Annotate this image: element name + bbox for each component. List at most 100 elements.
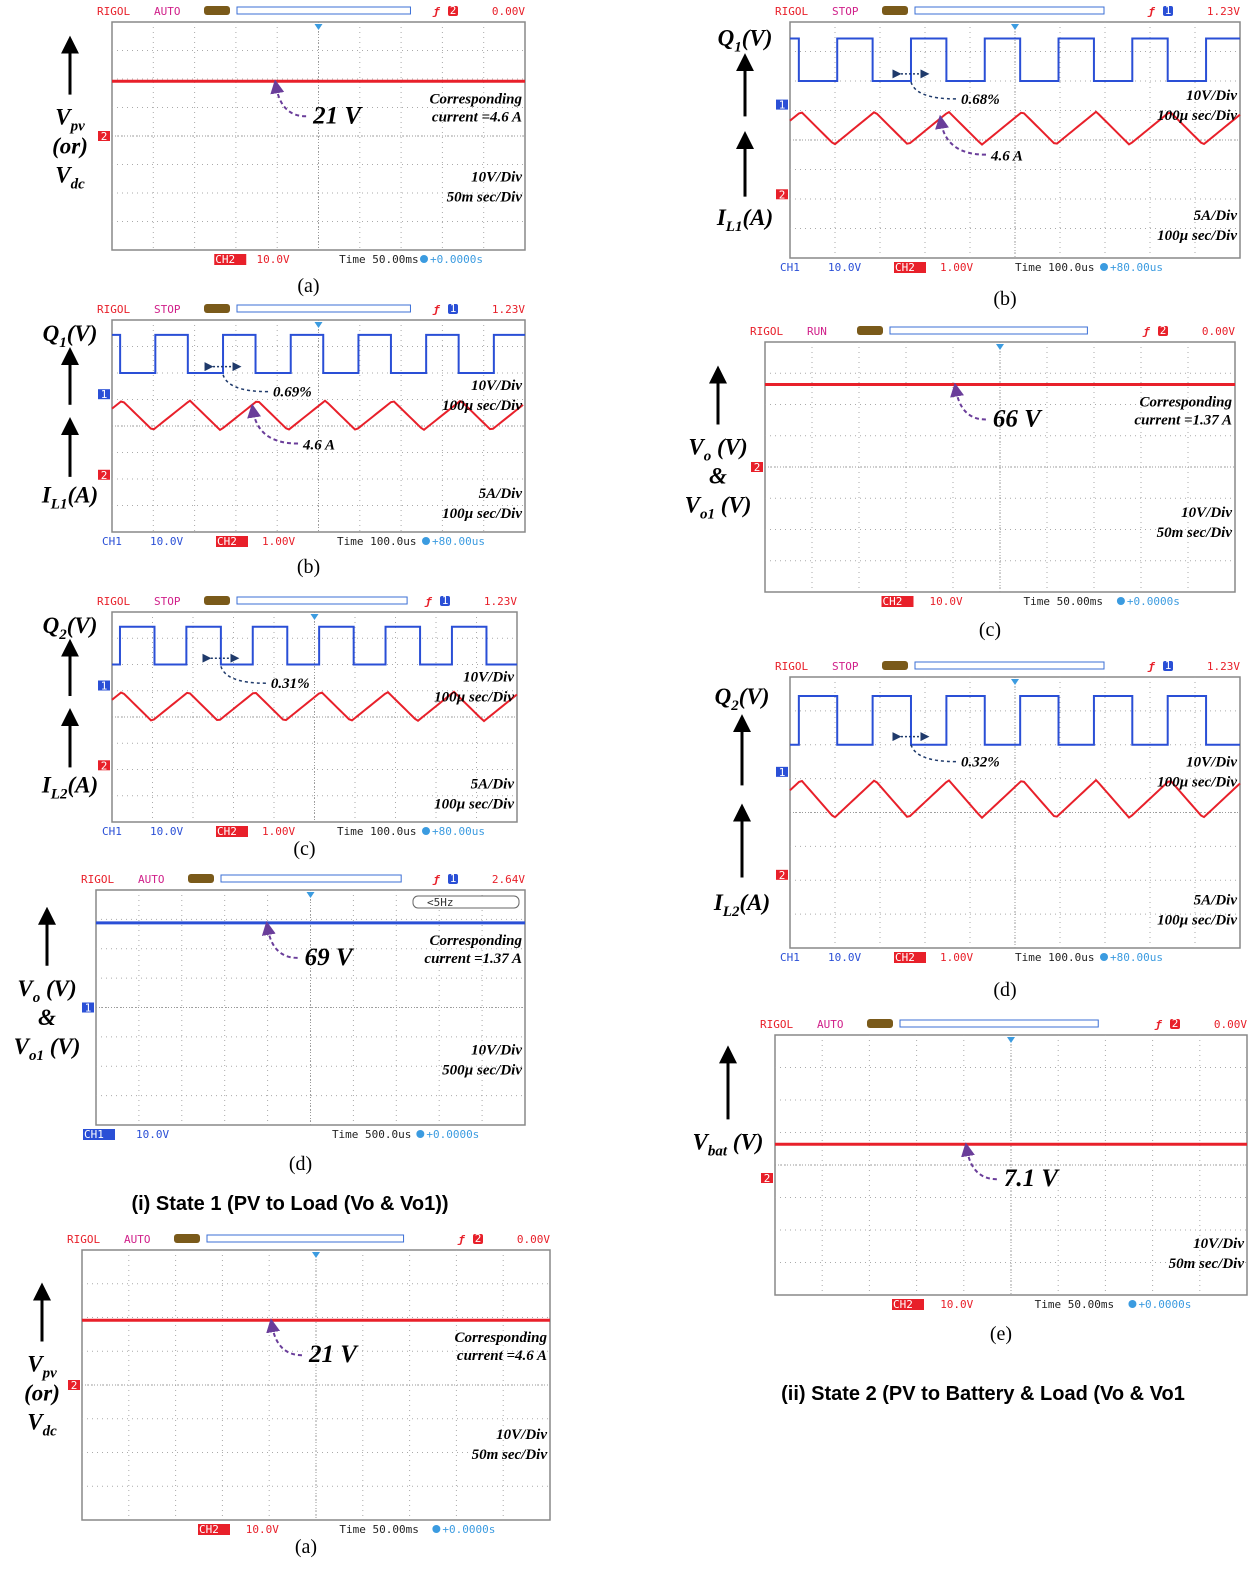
axis-label: IL2(A) (41, 773, 98, 803)
footer-text: CH1 (102, 825, 122, 838)
axis-label: Q1(V) (718, 26, 773, 56)
label-sub: o (33, 990, 41, 1006)
axis-label: Vo (V) (688, 435, 747, 465)
footer-text: 10.0V (940, 1298, 973, 1311)
run-mode: STOP (154, 595, 181, 608)
channel-marker-label: 2 (779, 188, 786, 201)
run-mode: RUN (807, 325, 827, 338)
footer-text: Time 50.00ms (1024, 595, 1103, 608)
footer-text: 10.0V (150, 825, 183, 838)
channel-marker-label: 2 (764, 1172, 771, 1185)
footer-text: Time 50.00ms (339, 1523, 418, 1536)
footer-text: CH2 (217, 825, 237, 838)
scale: 10V/Div (471, 378, 522, 394)
brand: RIGOL (775, 660, 808, 673)
label-suffix: (A) (739, 890, 770, 915)
channel-marker-label: 1 (85, 1002, 92, 1015)
label-sub: L2 (50, 787, 68, 803)
axis-label: (or) (52, 134, 88, 159)
offset-icon (416, 1130, 424, 1138)
note: current =1.37 A (1134, 413, 1232, 429)
trigger-channel: 2 (1160, 324, 1167, 337)
scale: 50m sec/Div (472, 1447, 548, 1463)
trigger-channel: 2 (1172, 1017, 1179, 1030)
trigger-icon: ƒ (432, 873, 441, 886)
footer-text: Time 50.00ms (339, 253, 418, 266)
caption: (b) (297, 556, 320, 578)
scale: 5A/Div (1194, 208, 1238, 224)
footer-text: 1.00V (940, 261, 973, 274)
battery-icon (882, 6, 908, 15)
trigger-level: 1.23V (1207, 5, 1240, 18)
trigger-icon: ƒ (457, 1233, 466, 1246)
scale: 10V/Div (471, 170, 522, 186)
duty-annotation: 0.32% (961, 755, 1000, 771)
scale: 100µ sec/Div (434, 796, 514, 812)
scale: 50m sec/Div (1169, 1256, 1245, 1272)
label-sub: dc (71, 177, 86, 193)
run-mode: AUTO (817, 1018, 844, 1031)
channel-marker-label: 2 (71, 1379, 78, 1392)
channel-marker-label: 2 (101, 759, 108, 772)
footer-text: Time 100.0us (1015, 261, 1094, 274)
caption: (a) (295, 1536, 317, 1558)
scale: 100µ sec/Div (442, 398, 522, 414)
footer-text: CH1 (102, 535, 122, 548)
axis-label: Vpv (27, 1352, 57, 1382)
label-base: Q (43, 321, 60, 346)
label-base: Q (715, 684, 732, 709)
trigger-channel: 1 (1165, 659, 1172, 672)
footer-text: 1.00V (262, 825, 295, 838)
run-mode: AUTO (154, 5, 181, 18)
axis-label: (or) (24, 1381, 60, 1406)
offset-icon (422, 537, 430, 545)
footer-text: CH2 (199, 1523, 219, 1536)
footer-text: 10.0V (828, 261, 861, 274)
duty-annotation: 0.69% (273, 385, 312, 401)
brand: RIGOL (97, 303, 130, 316)
scale: 10V/Div (1186, 88, 1237, 104)
scale: 100µ sec/Div (1157, 913, 1237, 929)
scale: 10V/Div (1186, 754, 1237, 770)
battery-icon (204, 596, 230, 605)
footer-text: +0.0000s (1127, 595, 1180, 608)
label-suffix: (V) (715, 493, 751, 518)
trigger-level: 1.23V (1207, 660, 1240, 673)
note: Corresponding (429, 933, 522, 949)
run-mode: AUTO (124, 1233, 151, 1246)
trigger-icon: ƒ (1147, 660, 1156, 673)
label-sub: pv (69, 119, 86, 135)
footer-text: 10.0V (930, 595, 963, 608)
scale: 100µ sec/Div (1157, 228, 1237, 244)
scale: 10V/Div (1181, 505, 1232, 521)
scale: 5A/Div (471, 776, 515, 792)
memory-bar (890, 327, 1087, 334)
label-base: (or) (52, 134, 88, 159)
footer-text: CH2 (215, 253, 235, 266)
scale: 10V/Div (1193, 1236, 1244, 1252)
brand: RIGOL (775, 5, 808, 18)
label-suffix: (A) (67, 773, 98, 798)
footer-text: +80.00us (432, 825, 485, 838)
trigger-icon: ƒ (1154, 1018, 1163, 1031)
scale: 50m sec/Div (1157, 525, 1233, 541)
scale: 100µ sec/Div (1157, 108, 1237, 124)
offset-icon (1100, 953, 1108, 961)
footer-text: CH2 (895, 261, 915, 274)
scale: 100µ sec/Div (1157, 774, 1237, 790)
label-sub: o1 (29, 1048, 44, 1064)
caption: (d) (993, 979, 1016, 1001)
footer-text: +80.00us (1110, 261, 1163, 274)
battery-icon (867, 1019, 893, 1028)
axis-label: Vo (V) (17, 976, 76, 1006)
brand: RIGOL (760, 1018, 793, 1031)
battery-icon (857, 326, 883, 335)
trigger-level: 0.00V (1202, 325, 1235, 338)
trigger-icon: ƒ (432, 5, 441, 18)
footer-text: Time 500.0us (332, 1128, 411, 1141)
channel-marker-label: 1 (101, 388, 108, 401)
footer-text: +80.00us (432, 535, 485, 548)
footer-text: +0.0000s (426, 1128, 479, 1141)
label-sub: o1 (700, 507, 715, 523)
axis-label: Q2(V) (715, 684, 770, 714)
